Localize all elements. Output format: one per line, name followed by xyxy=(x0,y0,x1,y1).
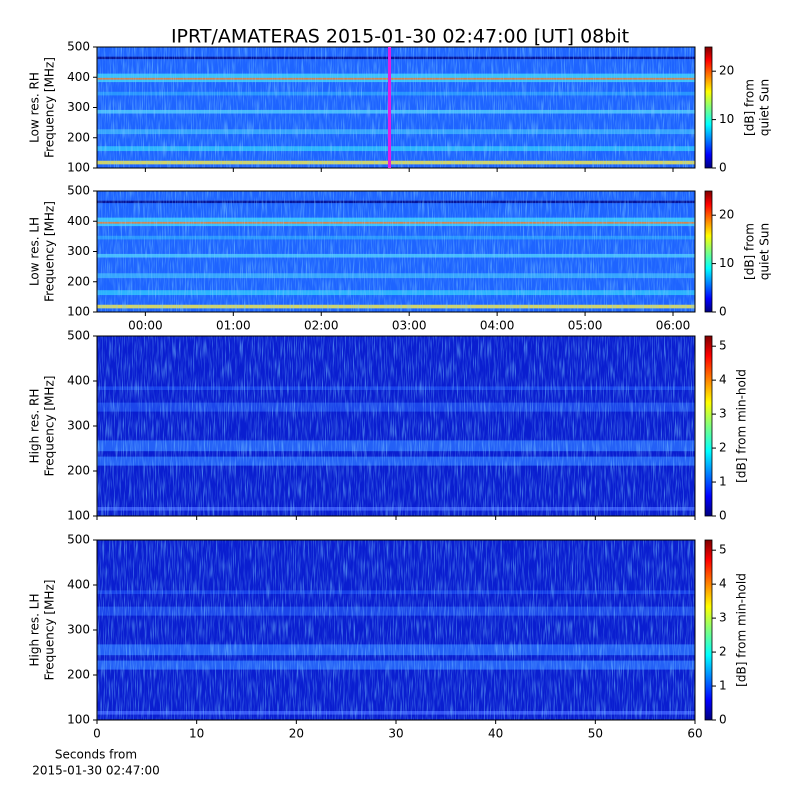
colorbar-tick-label: 0 xyxy=(719,509,727,523)
y-axis-label: Frequency [MHz] xyxy=(43,376,57,477)
colorbar xyxy=(704,335,713,517)
colorbar-tick-label: 3 xyxy=(719,611,727,625)
y-axis-label: Frequency [MHz] xyxy=(43,201,57,302)
colorbar-label: [dB] from min-hold xyxy=(735,573,749,687)
y-tick-label: 300 xyxy=(67,100,90,114)
y-tick-label: 300 xyxy=(67,623,90,637)
colorbar-tick-label: 1 xyxy=(719,679,727,693)
y-tick-label: 200 xyxy=(67,130,90,144)
colorbar-label: quiet Sun xyxy=(758,223,772,280)
x-tick-label: 03:00 xyxy=(392,319,427,333)
x-tick-label: 50 xyxy=(588,727,603,741)
colorbar-tick-label: 20 xyxy=(719,208,734,222)
x-tick-label: 10 xyxy=(189,727,204,741)
y-axis-label: High res. RH xyxy=(28,389,42,464)
y-tick-label: 200 xyxy=(67,464,90,478)
heatmap-texture xyxy=(97,191,695,312)
colorbar-tick-label: 5 xyxy=(719,543,727,557)
y-axis-label: Low res. LH xyxy=(28,217,42,286)
y-tick-label: 300 xyxy=(67,244,90,258)
y-tick-label: 100 xyxy=(67,305,90,319)
colorbar xyxy=(704,539,713,721)
heatmap-texture xyxy=(97,540,695,720)
colorbar-tick-label: 2 xyxy=(719,441,727,455)
y-tick-label: 100 xyxy=(67,713,90,727)
x-axis-label: 2015-01-30 02:47:00 xyxy=(32,764,159,778)
y-axis-label: Frequency [MHz] xyxy=(43,580,57,681)
x-tick-label: 00:00 xyxy=(128,319,163,333)
colorbar-tick-label: 0 xyxy=(719,161,727,175)
colorbar-label: [dB] from xyxy=(743,79,757,136)
colorbar-tick-label: 10 xyxy=(719,256,734,270)
y-axis-label: High res. LH xyxy=(28,593,42,666)
y-tick-label: 500 xyxy=(67,533,90,547)
colorbar-tick-label: 4 xyxy=(719,373,727,387)
y-tick-label: 400 xyxy=(67,578,90,592)
colorbar-tick-label: 0 xyxy=(719,305,727,319)
y-tick-label: 100 xyxy=(67,161,90,175)
x-axis-label: Seconds from xyxy=(55,748,137,762)
x-tick-label: 30 xyxy=(388,727,403,741)
colorbar-tick-label: 0 xyxy=(719,713,727,727)
colorbar-tick-label: 20 xyxy=(719,64,734,78)
colorbar-tick-label: 1 xyxy=(719,475,727,489)
colorbar-label: quiet Sun xyxy=(758,79,772,136)
y-tick-label: 400 xyxy=(67,214,90,228)
y-tick-label: 200 xyxy=(67,274,90,288)
x-tick-label: 0 xyxy=(93,727,101,741)
y-tick-label: 200 xyxy=(67,668,90,682)
y-tick-label: 300 xyxy=(67,419,90,433)
y-tick-label: 500 xyxy=(67,329,90,343)
colorbar xyxy=(704,190,713,313)
y-tick-label: 100 xyxy=(67,509,90,523)
colorbar-tick-label: 10 xyxy=(719,112,734,126)
x-tick-label: 04:00 xyxy=(480,319,515,333)
x-tick-label: 06:00 xyxy=(656,319,691,333)
x-tick-label: 60 xyxy=(687,727,702,741)
colorbar xyxy=(704,46,713,169)
colorbar-tick-label: 2 xyxy=(719,645,727,659)
time-cursor xyxy=(388,47,391,168)
y-axis-label: Low res. RH xyxy=(28,72,42,143)
colorbar-tick-label: 4 xyxy=(719,577,727,591)
y-axis-label: Frequency [MHz] xyxy=(43,57,57,158)
y-tick-label: 400 xyxy=(67,374,90,388)
x-tick-label: 20 xyxy=(289,727,304,741)
x-tick-label: 05:00 xyxy=(568,319,603,333)
y-tick-label: 400 xyxy=(67,70,90,84)
heatmap-texture xyxy=(97,336,695,516)
x-tick-label: 01:00 xyxy=(216,319,251,333)
y-tick-label: 500 xyxy=(67,184,90,198)
colorbar-label: [dB] from xyxy=(743,223,757,280)
x-tick-label: 02:00 xyxy=(304,319,339,333)
heatmap-texture xyxy=(97,47,695,168)
colorbar-label: [dB] from min-hold xyxy=(735,369,749,483)
y-tick-label: 500 xyxy=(67,40,90,54)
colorbar-tick-label: 3 xyxy=(719,407,727,421)
colorbar-tick-label: 5 xyxy=(719,339,727,353)
chart-title: IPRT/AMATERAS 2015-01-30 02:47:00 [UT] 0… xyxy=(171,26,629,48)
x-tick-label: 40 xyxy=(488,727,503,741)
